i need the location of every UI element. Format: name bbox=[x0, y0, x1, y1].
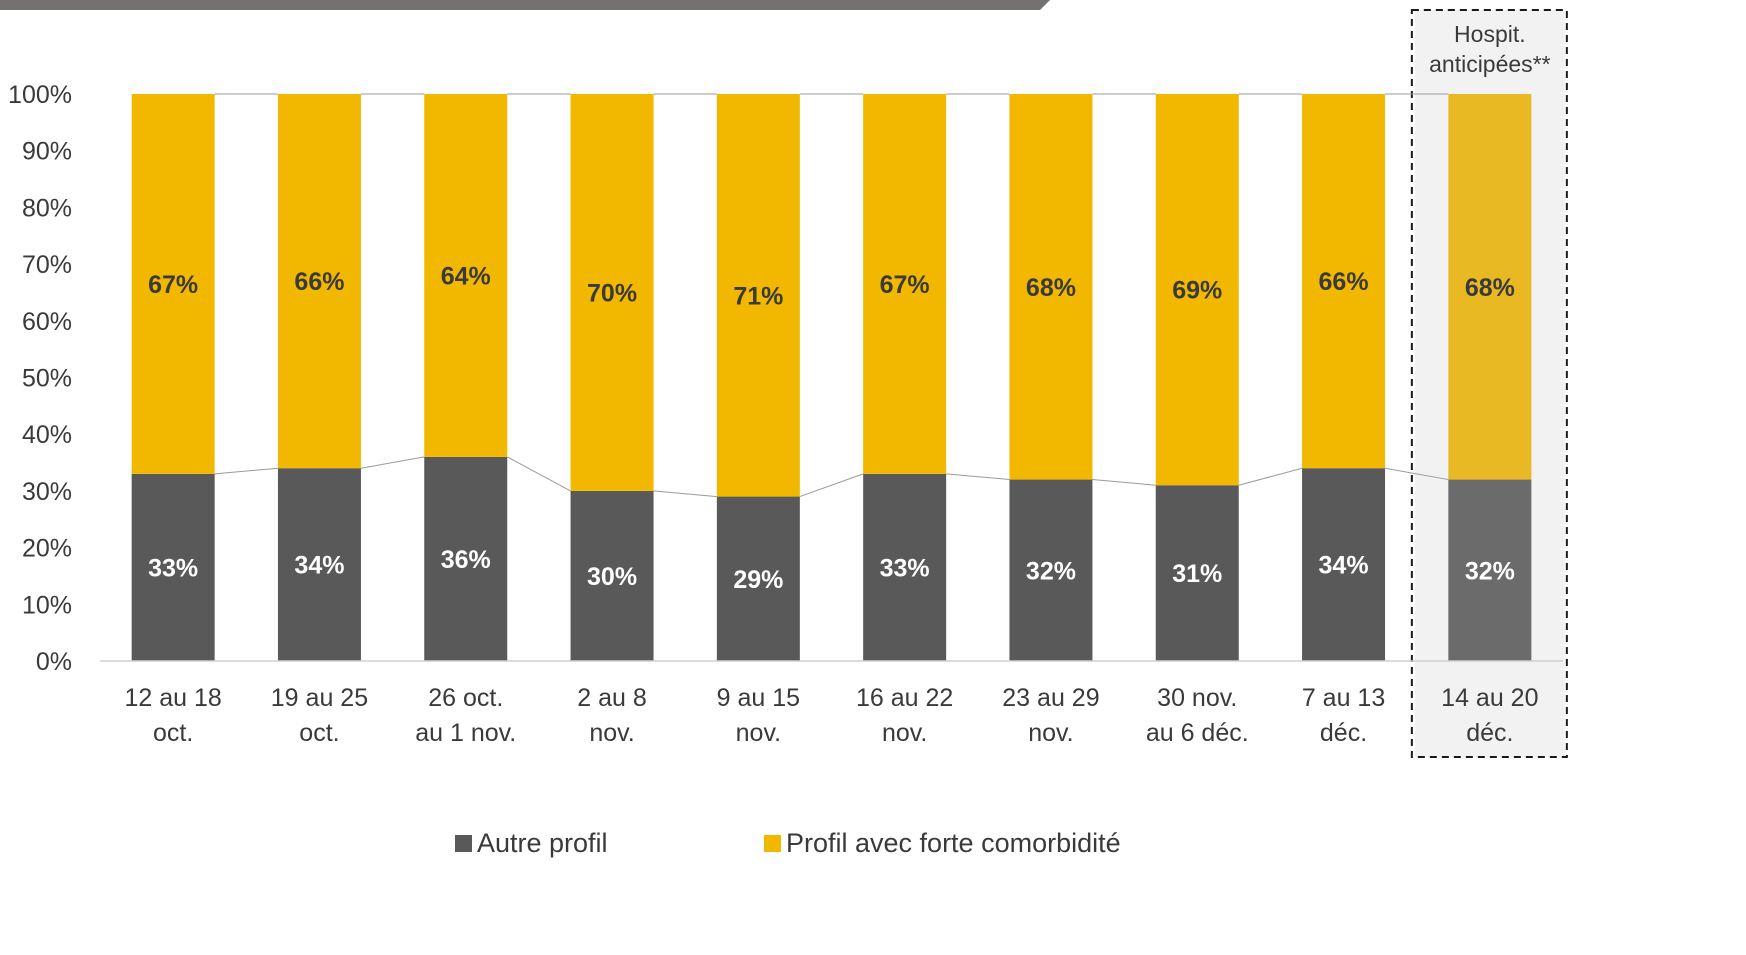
legend: Autre profil Profil avec forte comorbidit… bbox=[455, 828, 1121, 858]
bar-forte-comorbidite bbox=[131, 94, 215, 474]
y-tick-label: 20% bbox=[22, 535, 72, 563]
series-line-segment bbox=[946, 473, 1010, 481]
y-tick-label: 50% bbox=[22, 365, 72, 393]
series-line-segment bbox=[1384, 467, 1449, 481]
data-label: 29% bbox=[733, 566, 783, 594]
data-label: 67% bbox=[148, 271, 198, 299]
data-label: 68% bbox=[1026, 274, 1076, 302]
series-line-segment bbox=[507, 456, 571, 492]
x-category-label: nov. bbox=[1028, 719, 1073, 747]
x-category-label: oct. bbox=[153, 719, 193, 747]
data-label: 32% bbox=[1026, 557, 1076, 585]
x-category-label: déc. bbox=[1320, 719, 1367, 747]
x-category-label: au 1 nov. bbox=[415, 719, 516, 747]
bar-autre-profil bbox=[1009, 479, 1093, 661]
bar-autre-profil bbox=[131, 473, 215, 661]
highlight-dashed-frame bbox=[1410, 9, 1568, 758]
series-line-segment bbox=[1238, 467, 1303, 486]
x-category-label: 23 au 29 bbox=[1002, 684, 1099, 712]
data-label: 33% bbox=[880, 554, 930, 582]
bar-forte-comorbidite bbox=[1009, 94, 1093, 480]
bar-autre-profil bbox=[1302, 468, 1386, 661]
y-tick-label: 60% bbox=[22, 308, 72, 336]
bar-autre-profil bbox=[716, 496, 800, 661]
bar-autre-profil bbox=[570, 490, 654, 661]
bar-forte-comorbidite bbox=[863, 94, 947, 474]
bar-autre-profil bbox=[863, 473, 947, 661]
bar-forte-comorbidite bbox=[277, 94, 361, 469]
series-connector-lines bbox=[214, 93, 1449, 498]
data-label: 71% bbox=[733, 282, 783, 310]
legend-swatch bbox=[455, 835, 472, 852]
bars bbox=[131, 94, 1532, 661]
series-line-segment bbox=[799, 473, 864, 498]
bar-forte-comorbidite bbox=[570, 94, 654, 491]
x-axis: 12 au 18 oct. 19 au 25 oct. 26 oct. au 1 nov.… bbox=[100, 660, 1563, 747]
y-tick-label: 70% bbox=[22, 251, 72, 279]
x-category-label: 12 au 18 bbox=[124, 684, 221, 712]
y-tick-label: 10% bbox=[22, 591, 72, 619]
data-label: 66% bbox=[294, 268, 344, 296]
y-tick-label: 0% bbox=[36, 648, 72, 676]
y-tick-label: 90% bbox=[22, 138, 72, 166]
y-axis: 0% 10% 20% 30% 40% 50% 60% 70% 80% 90% 100% bbox=[8, 81, 72, 676]
data-labels: 33% 34% 36% 30% 29% 33% 32% 31% 34% 32% 67% 66% 64% 7… bbox=[148, 262, 1515, 593]
data-label: 34% bbox=[1319, 552, 1369, 580]
bar-forte-comorbidite bbox=[1448, 94, 1532, 480]
x-category-label: oct. bbox=[299, 719, 339, 747]
data-label: 32% bbox=[1465, 557, 1515, 585]
x-category-label: 16 au 22 bbox=[856, 684, 953, 712]
data-label: 33% bbox=[148, 554, 198, 582]
highlight-note-label: anticipées** bbox=[1429, 51, 1551, 77]
data-label: 70% bbox=[587, 279, 637, 307]
header-band bbox=[0, 0, 1050, 10]
x-category-label: 2 au 8 bbox=[577, 684, 647, 712]
bar-autre-profil bbox=[1448, 479, 1532, 661]
x-category-label: 14 au 20 bbox=[1441, 684, 1538, 712]
series-line-segment bbox=[1092, 479, 1156, 486]
x-category-label: déc. bbox=[1466, 719, 1513, 747]
y-tick-label: 100% bbox=[8, 81, 72, 109]
series-line-segment bbox=[653, 490, 717, 498]
data-label: 67% bbox=[880, 271, 930, 299]
x-category-label: 26 oct. bbox=[428, 684, 503, 712]
x-category-label: nov. bbox=[589, 719, 634, 747]
data-label: 31% bbox=[1172, 560, 1222, 588]
legend-label: Profil avec forte comorbidité bbox=[786, 828, 1121, 858]
data-label: 36% bbox=[441, 546, 491, 574]
x-category-label: 30 nov. bbox=[1157, 684, 1237, 712]
x-category-label: 19 au 25 bbox=[271, 684, 368, 712]
data-label: 64% bbox=[441, 262, 491, 290]
highlight-note-label: Hospit. bbox=[1454, 21, 1526, 47]
x-category-label: nov. bbox=[736, 719, 781, 747]
bar-forte-comorbidite bbox=[1155, 94, 1239, 486]
y-tick-label: 80% bbox=[22, 194, 72, 222]
bar-forte-comorbidite bbox=[1302, 94, 1386, 469]
data-label: 69% bbox=[1172, 277, 1222, 305]
y-tick-label: 40% bbox=[22, 421, 72, 449]
data-label: 68% bbox=[1465, 274, 1515, 302]
data-label: 66% bbox=[1319, 268, 1369, 296]
x-category-label: 7 au 13 bbox=[1302, 684, 1385, 712]
x-category-label: 9 au 15 bbox=[717, 684, 800, 712]
data-label: 30% bbox=[587, 563, 637, 591]
bar-autre-profil bbox=[1155, 485, 1239, 661]
legend-swatch bbox=[764, 835, 781, 852]
bar-forte-comorbidite bbox=[716, 94, 800, 497]
bar-autre-profil bbox=[424, 456, 508, 661]
bar-autre-profil bbox=[277, 468, 361, 661]
x-category-label: nov. bbox=[882, 719, 927, 747]
series-line-segment bbox=[360, 456, 425, 469]
bar-forte-comorbidite bbox=[424, 94, 508, 457]
series-line-segment bbox=[214, 467, 278, 475]
legend-label: Autre profil bbox=[477, 828, 608, 858]
y-tick-label: 30% bbox=[22, 478, 72, 506]
data-label: 34% bbox=[294, 552, 344, 580]
x-category-label: au 6 déc. bbox=[1146, 719, 1249, 747]
